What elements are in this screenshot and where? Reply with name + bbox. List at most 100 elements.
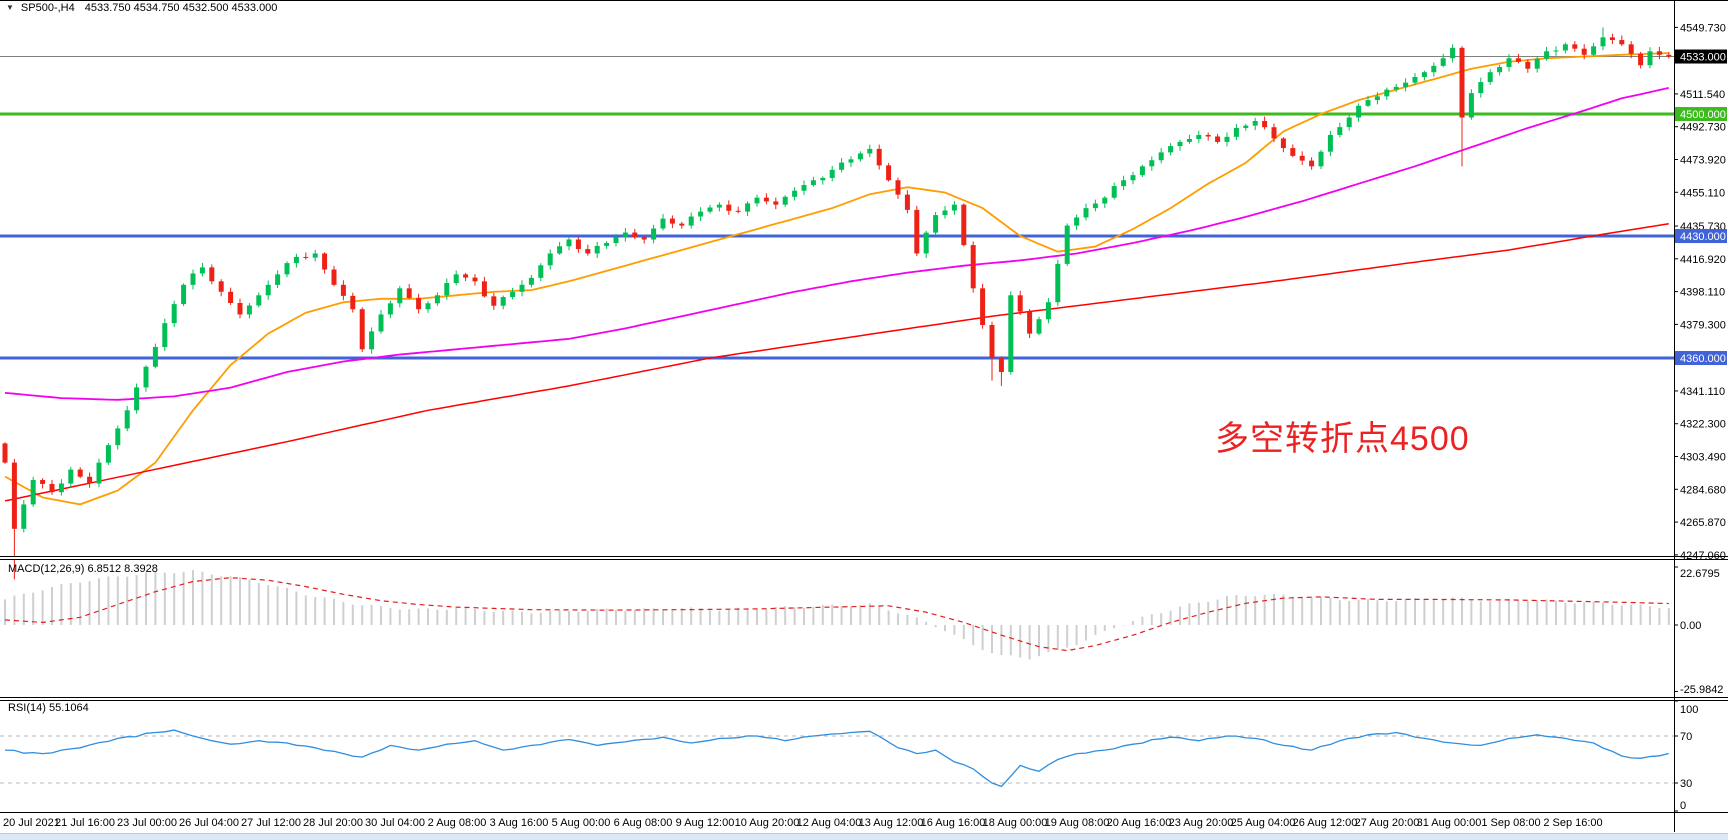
time-axis-label[interactable]: 20 Aug 16:00 bbox=[1107, 817, 1172, 829]
time-axis-label[interactable]: 23 Jul 00:00 bbox=[117, 817, 177, 829]
candle-body bbox=[2, 443, 8, 463]
candle-body bbox=[1168, 146, 1174, 153]
candle-body bbox=[1036, 319, 1042, 334]
candle-body bbox=[453, 274, 459, 283]
time-axis-label[interactable]: 31 Aug 00:00 bbox=[1417, 817, 1482, 829]
time-axis-label[interactable]: 5 Aug 00:00 bbox=[552, 817, 611, 829]
candle-body bbox=[1506, 58, 1512, 68]
annotation-text[interactable]: 多空转折点4500 bbox=[1215, 420, 1470, 458]
candle-body bbox=[1515, 58, 1521, 62]
panel-divider bbox=[0, 556, 1728, 560]
time-axis-label[interactable]: 16 Aug 16:00 bbox=[921, 817, 986, 829]
candle-body bbox=[331, 269, 337, 285]
candle-body bbox=[1468, 93, 1474, 118]
candle-body bbox=[613, 237, 619, 243]
candle-body bbox=[1431, 65, 1437, 73]
time-axis-label[interactable]: 30 Jul 04:00 bbox=[365, 817, 425, 829]
price-tick-label: 4379.300 bbox=[1680, 319, 1726, 331]
candle-body bbox=[1205, 134, 1211, 137]
candle-body bbox=[773, 201, 779, 205]
candle-body bbox=[566, 239, 572, 247]
candle-body bbox=[857, 153, 863, 160]
time-axis-label[interactable]: 20 Jul 2021 bbox=[3, 817, 60, 829]
symbol-dropdown-icon[interactable]: ▼ bbox=[6, 2, 14, 12]
price-tick-label: 4549.730 bbox=[1680, 22, 1726, 34]
time-axis-label[interactable]: 27 Jul 12:00 bbox=[241, 817, 301, 829]
price-tick-label: 4492.730 bbox=[1680, 122, 1726, 134]
candle-body bbox=[143, 366, 149, 388]
candle-body bbox=[1609, 37, 1615, 41]
time-axis-label[interactable]: 26 Jul 04:00 bbox=[179, 817, 239, 829]
candle-body bbox=[970, 245, 976, 289]
candle-body bbox=[1440, 58, 1446, 66]
time-axis-label[interactable]: 12 Aug 04:00 bbox=[797, 817, 862, 829]
rsi-axis-label: 30 bbox=[1680, 778, 1692, 790]
candle-body bbox=[792, 190, 798, 197]
candle-body bbox=[1309, 160, 1315, 167]
time-axis-label[interactable]: 9 Aug 12:00 bbox=[676, 817, 735, 829]
time-axis-label[interactable]: 25 Aug 04:00 bbox=[1231, 817, 1296, 829]
candle-body bbox=[904, 194, 910, 210]
candle-body bbox=[895, 180, 901, 195]
candle-body bbox=[1130, 175, 1136, 181]
time-axis-label[interactable]: 1 Sep 08:00 bbox=[1481, 817, 1540, 829]
time-axis-label[interactable]: 23 Aug 20:00 bbox=[1169, 817, 1234, 829]
candle-body bbox=[1299, 155, 1305, 161]
rsi-axis-label: 0 bbox=[1680, 800, 1686, 812]
price-tick-label: 4398.110 bbox=[1680, 287, 1725, 299]
candle-body bbox=[434, 295, 440, 304]
time-axis-label[interactable]: 6 Aug 08:00 bbox=[614, 817, 673, 829]
candle-body bbox=[134, 387, 140, 411]
time-axis-label[interactable]: 26 Aug 12:00 bbox=[1293, 817, 1358, 829]
candle-body bbox=[1083, 208, 1089, 218]
candle-body bbox=[763, 197, 769, 202]
time-axis-label[interactable]: 19 Aug 08:00 bbox=[1045, 817, 1110, 829]
time-axis-label[interactable]: 28 Jul 20:00 bbox=[303, 817, 363, 829]
price-tick-label: 4455.110 bbox=[1680, 187, 1725, 199]
candle-body bbox=[886, 165, 892, 181]
candle-body bbox=[1074, 217, 1080, 226]
candle-body bbox=[1647, 51, 1653, 66]
candle-body bbox=[632, 232, 638, 238]
candle-body bbox=[68, 469, 74, 484]
time-axis-label[interactable]: 2 Sep 16:00 bbox=[1543, 817, 1602, 829]
candle-body bbox=[1252, 121, 1258, 126]
candle-body bbox=[397, 288, 403, 304]
time-axis-label[interactable]: 21 Jul 16:00 bbox=[55, 817, 115, 829]
time-axis-label[interactable]: 10 Aug 20:00 bbox=[735, 817, 800, 829]
price-tick-label: 4303.490 bbox=[1680, 452, 1726, 464]
candle-body bbox=[350, 295, 356, 310]
candle-body bbox=[1666, 54, 1672, 57]
candle-body bbox=[651, 228, 657, 240]
candle-body bbox=[1450, 47, 1456, 59]
time-axis-label[interactable]: 13 Aug 12:00 bbox=[859, 817, 924, 829]
candle-body bbox=[1619, 40, 1625, 45]
candle-body bbox=[1186, 138, 1192, 142]
candle-body bbox=[594, 245, 600, 254]
time-axis-label[interactable]: 3 Aug 16:00 bbox=[490, 817, 549, 829]
candle-body bbox=[1544, 51, 1550, 59]
price-tick-label: 4265.870 bbox=[1680, 517, 1726, 529]
candle-body bbox=[961, 204, 967, 246]
candle-body bbox=[754, 197, 760, 204]
candle-body bbox=[923, 232, 929, 254]
candle-body bbox=[1525, 61, 1531, 69]
candle-body bbox=[181, 284, 187, 305]
time-axis-label[interactable]: 2 Aug 08:00 bbox=[428, 817, 487, 829]
candle-body bbox=[1045, 302, 1051, 320]
candle-body bbox=[77, 469, 83, 477]
time-axis-label[interactable]: 18 Aug 00:00 bbox=[983, 817, 1048, 829]
macd-indicator-label: MACD(12,26,9) 6.8512 8.3928 bbox=[8, 563, 158, 575]
candle-body bbox=[1139, 166, 1145, 176]
candle-body bbox=[87, 476, 93, 484]
ohlc-values: 4533.750 4534.750 4532.500 4533.000 bbox=[84, 1, 278, 14]
candle-body bbox=[707, 207, 713, 212]
time-axis-label[interactable]: 27 Aug 20:00 bbox=[1355, 817, 1420, 829]
candle-body bbox=[1581, 48, 1587, 55]
candle-body bbox=[669, 218, 675, 224]
candle-body bbox=[1497, 67, 1503, 73]
chart-title: ▼ SP500-,H4 4533.750 4534.750 4532.500 4… bbox=[6, 1, 277, 14]
candle-body bbox=[1374, 96, 1380, 101]
rsi-indicator-label: RSI(14) 55.1064 bbox=[8, 702, 89, 714]
